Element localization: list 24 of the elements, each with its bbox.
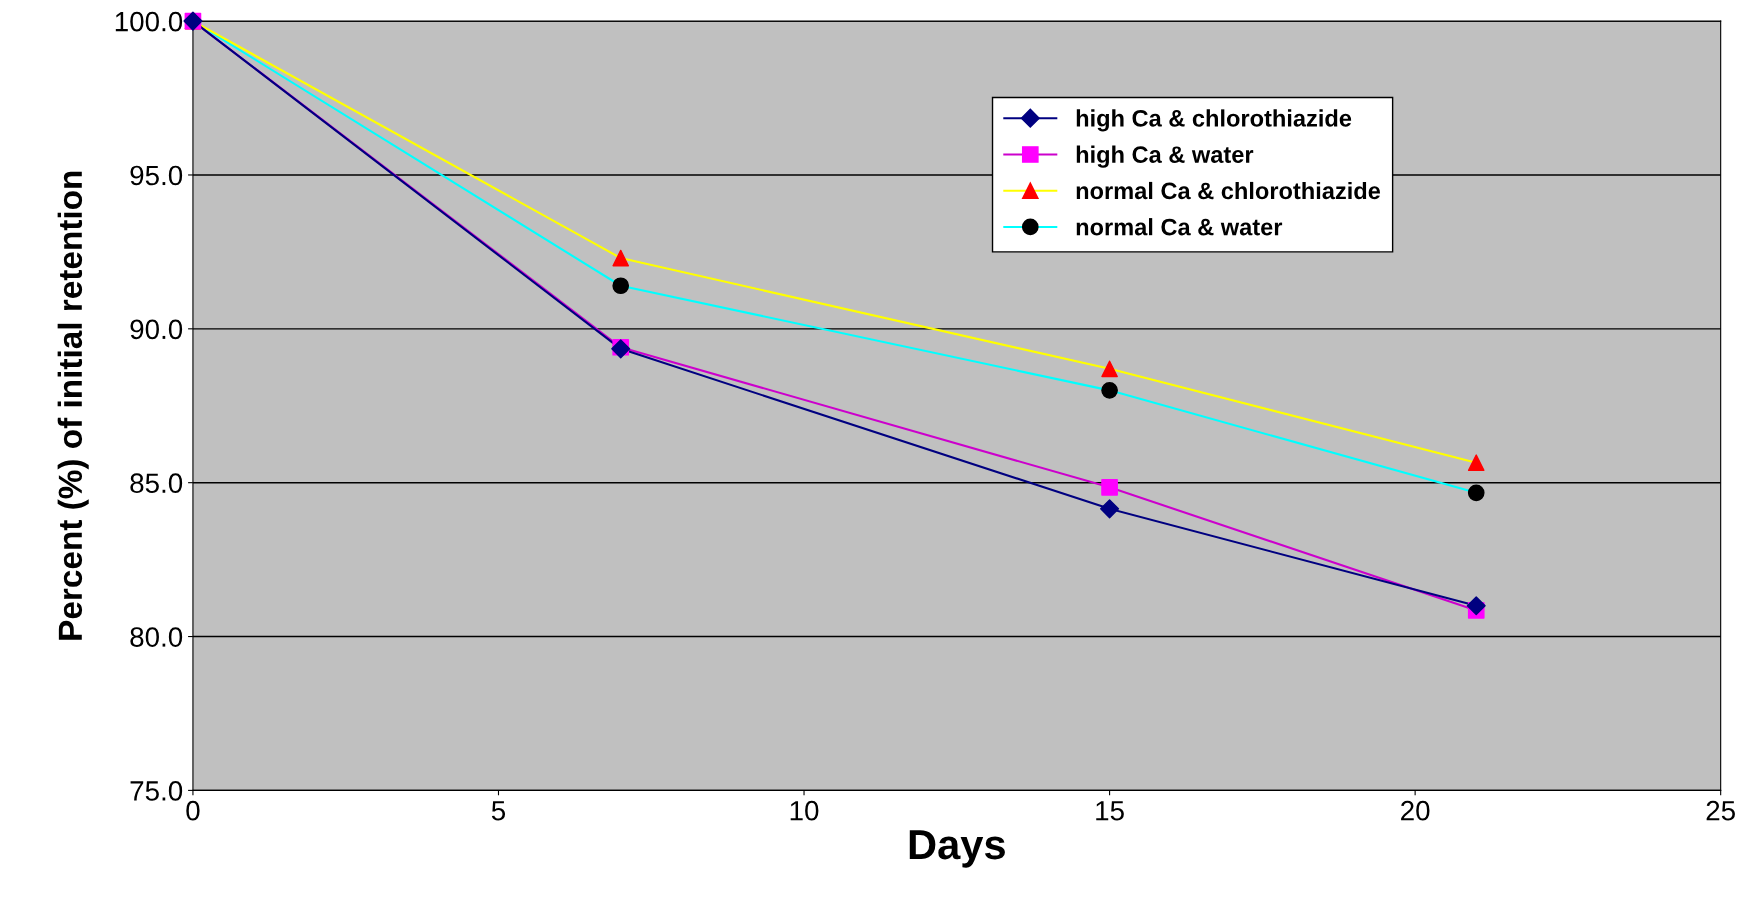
point xyxy=(1467,454,1485,472)
point xyxy=(1466,596,1486,616)
x-tick-label: 10 xyxy=(790,800,819,821)
y-tick-label: 85.0 xyxy=(130,473,183,494)
legend-label: high Ca & chlorothiazide xyxy=(1076,109,1352,132)
x-tick-label: 0 xyxy=(186,800,200,821)
x-axis-title: Days xyxy=(909,830,1005,868)
x-tick-label: 15 xyxy=(1096,801,1124,821)
x-tick-label: 5 xyxy=(491,801,506,821)
x-tick-label: 25 xyxy=(1706,800,1735,821)
point xyxy=(612,249,630,267)
y-tick-label: 100.0 xyxy=(115,11,183,32)
y-tick-label: 75.0 xyxy=(130,781,183,801)
point xyxy=(1101,478,1118,496)
y-tick-label: 90.0 xyxy=(130,319,183,340)
x-tick-label: 20 xyxy=(1401,800,1430,821)
y-tick-label: 80.0 xyxy=(130,627,183,647)
point xyxy=(1100,499,1120,519)
y-axis-title: Percent (%) of initial retention xyxy=(57,171,89,640)
legend-label: normal Ca & chlorothiazide xyxy=(1076,181,1381,200)
point xyxy=(1101,360,1118,378)
y-tick-label: 95.0 xyxy=(130,165,183,186)
legend-label: normal Ca & water xyxy=(1076,218,1283,236)
legend-label: high Ca & water xyxy=(1076,145,1254,168)
